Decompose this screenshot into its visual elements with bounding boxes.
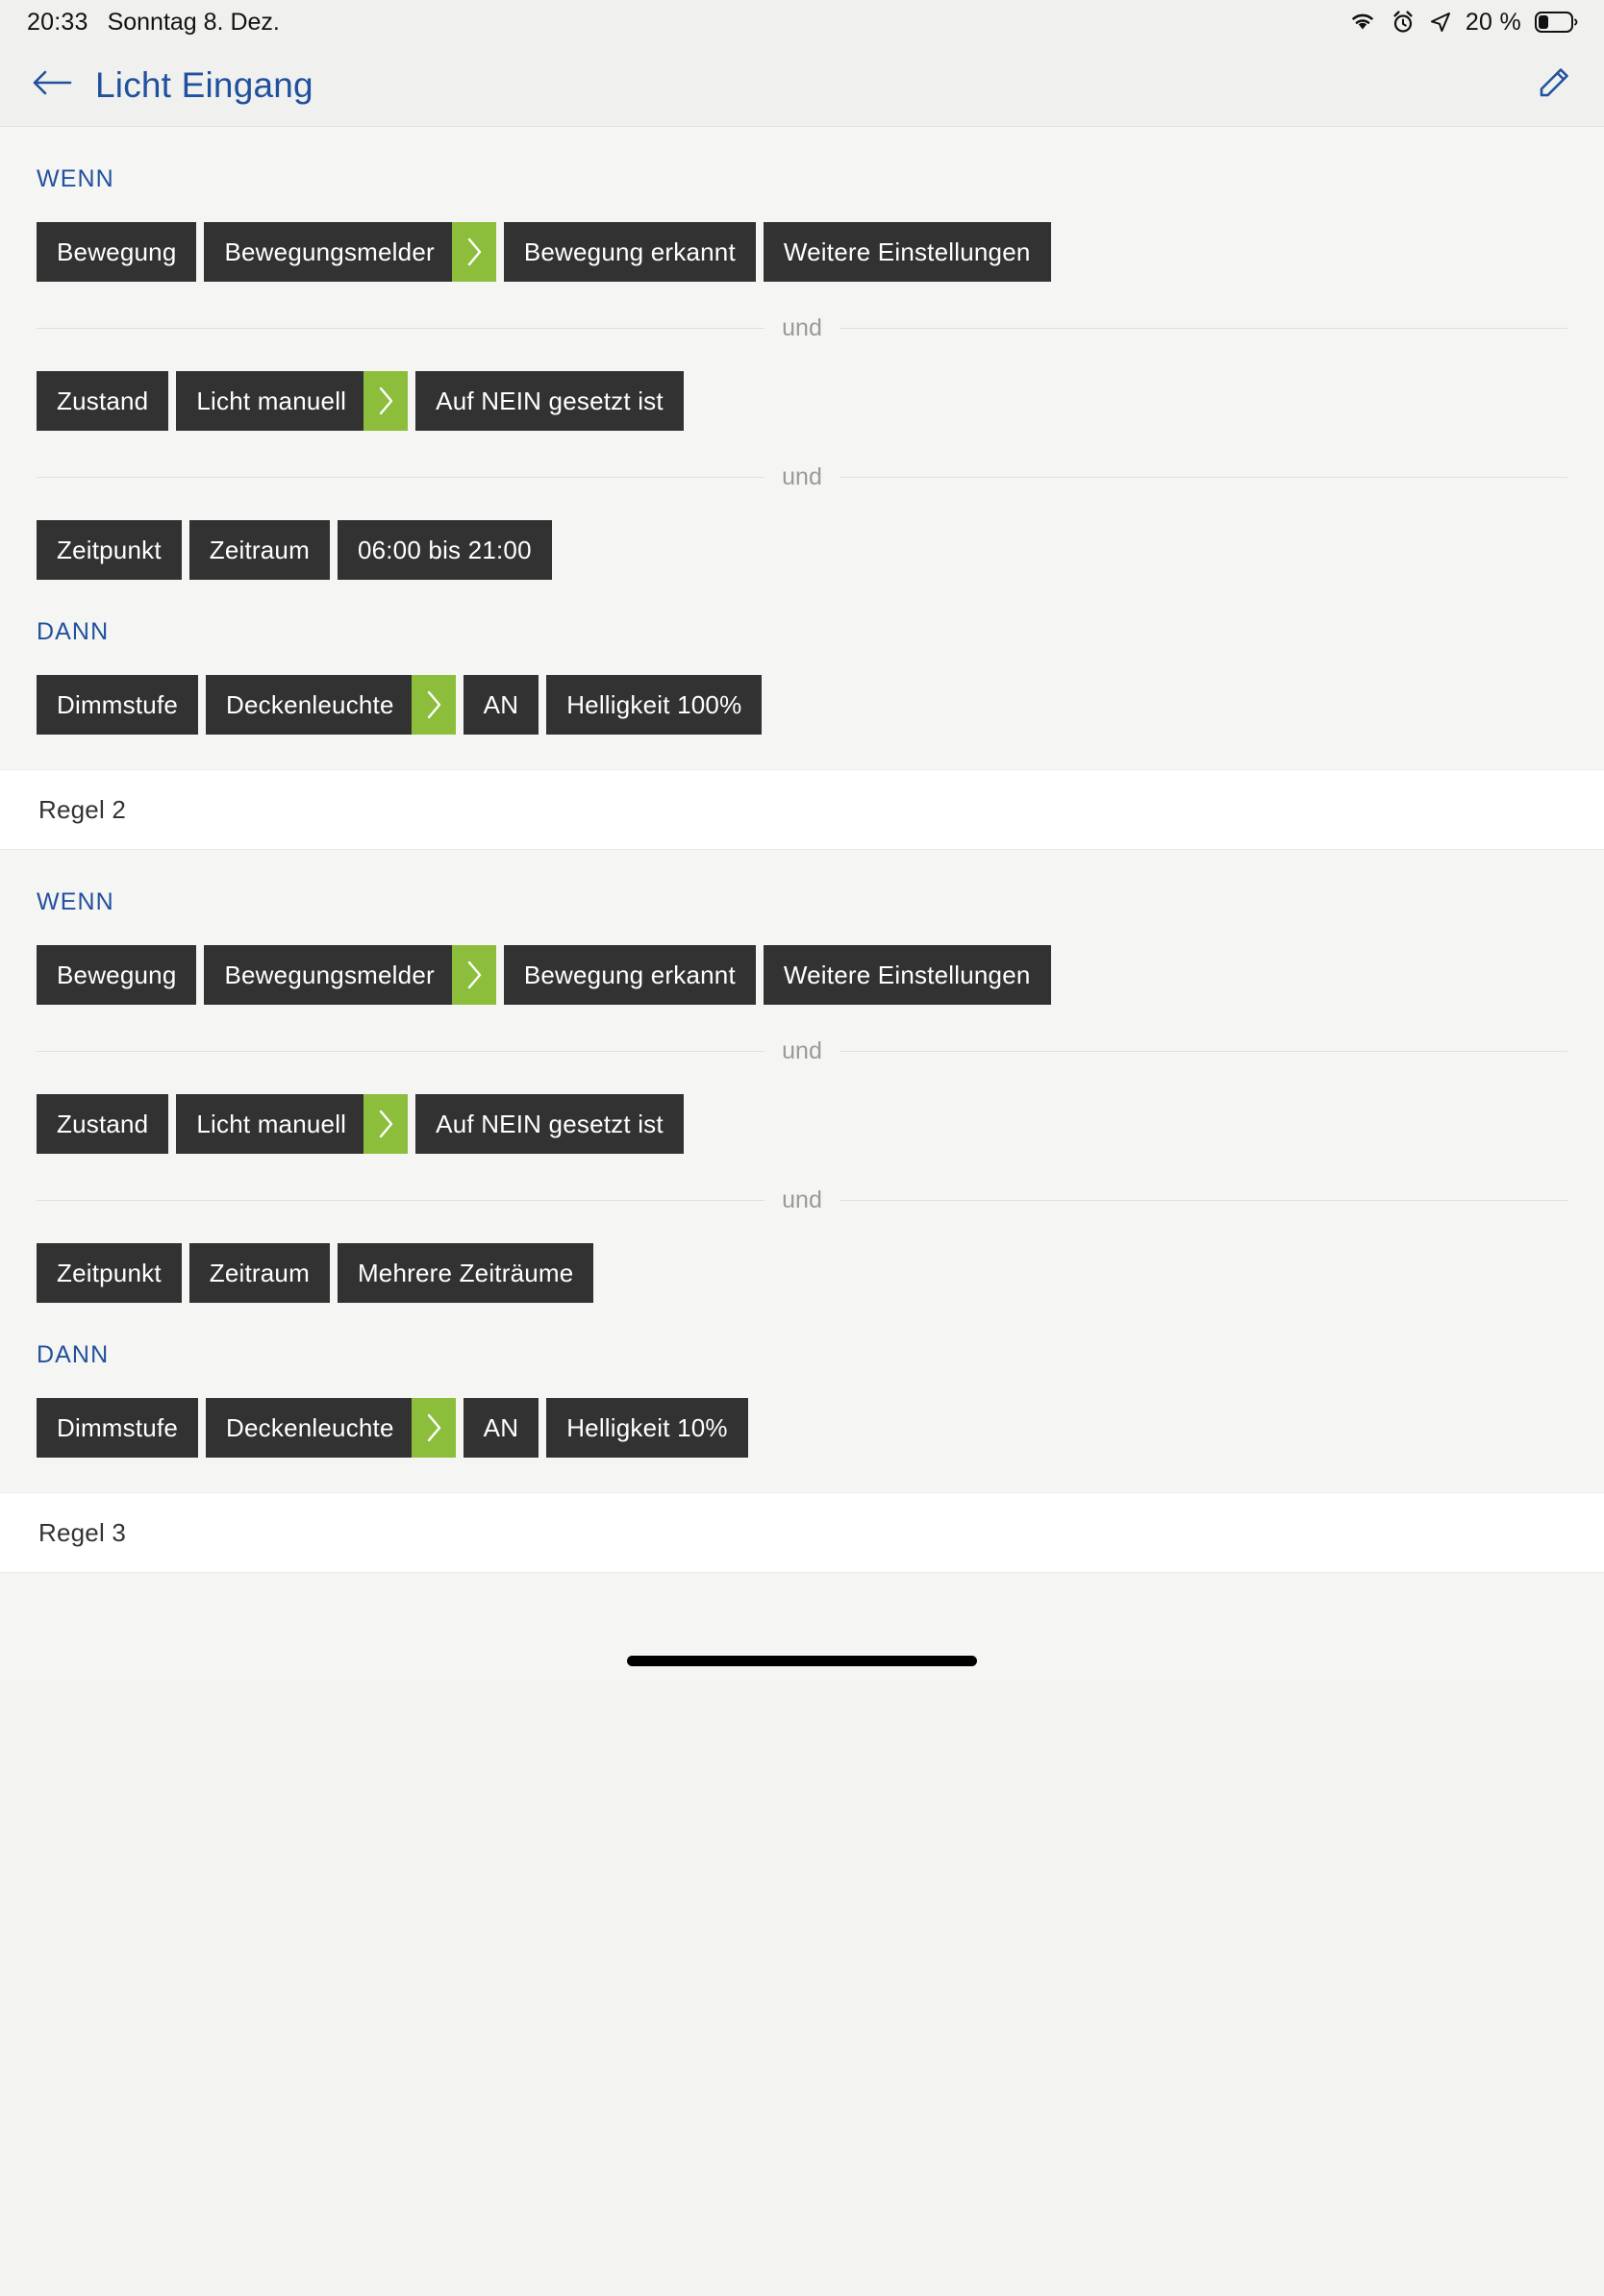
separator-line-left <box>37 1051 765 1052</box>
chip-trigger-state[interactable]: Bewegung erkannt <box>503 945 756 1005</box>
chip-action-device-name[interactable]: Deckenleuchte <box>206 1398 412 1458</box>
rule1-when-label: WENN <box>37 165 114 192</box>
rule2-action-row-1: Dimmstufe Deckenleuchte AN Helligkeit 10… <box>0 1369 1604 1458</box>
location-arrow-icon <box>1429 11 1452 34</box>
status-bar-right: 20 % <box>1348 9 1579 37</box>
chip-group-device[interactable]: Bewegungsmelder <box>204 222 496 282</box>
rule-divider-label: Regel 2 <box>38 794 127 824</box>
chip-trigger-type[interactable]: Bewegung <box>37 945 197 1005</box>
chip-state-condition[interactable]: Auf NEIN gesetzt ist <box>415 1094 684 1154</box>
status-bar-left: 20:33 Sonntag 8. Dez. <box>27 9 280 37</box>
separator-line-left <box>37 1200 765 1201</box>
chip-action-device-name[interactable]: Deckenleuchte <box>206 675 412 735</box>
chip-device-name[interactable]: Bewegungsmelder <box>204 222 452 282</box>
rule1-condition-row-2: Zustand Licht manuell Auf NEIN gesetzt i… <box>0 342 1604 431</box>
rule1-condition-row-1: Bewegung Bewegungsmelder Bewegung erkann… <box>0 193 1604 282</box>
chip-device-name[interactable]: Bewegungsmelder <box>204 945 452 1005</box>
wifi-icon <box>1348 12 1377 33</box>
status-date: Sonntag 8. Dez. <box>107 8 280 36</box>
chip-time-range[interactable]: 06:00 bis 21:00 <box>337 520 552 580</box>
chevron-right-icon[interactable] <box>411 1398 456 1458</box>
chip-time-type[interactable]: Zeitpunkt <box>37 1243 182 1303</box>
rule1-action-row-1: Dimmstufe Deckenleuchte AN Helligkeit 10… <box>0 646 1604 735</box>
and-label: und <box>782 314 822 341</box>
chip-state-variable-name[interactable]: Licht manuell <box>176 371 364 431</box>
chevron-right-icon[interactable] <box>411 675 456 735</box>
back-button[interactable] <box>29 62 75 109</box>
page-title: Licht Eingang <box>95 64 313 105</box>
chip-time-range[interactable]: Mehrere Zeiträume <box>337 1243 594 1303</box>
chip-group-state-variable[interactable]: Licht manuell <box>176 1094 409 1154</box>
rule-divider-regel-2[interactable]: Regel 2 <box>0 769 1604 850</box>
chevron-right-icon[interactable] <box>363 371 409 431</box>
rule1-and-separator-1: und <box>0 282 1604 342</box>
chip-action-brightness[interactable]: Helligkeit 100% <box>546 675 763 735</box>
chevron-right-icon[interactable] <box>451 222 496 282</box>
status-bar: 20:33 Sonntag 8. Dez. 20 % <box>0 0 1604 44</box>
rule2-when-label: WENN <box>37 888 114 915</box>
chip-group-state-variable[interactable]: Licht manuell <box>176 371 409 431</box>
separator-line-right <box>839 1051 1567 1052</box>
chip-condition-type[interactable]: Zustand <box>37 371 169 431</box>
nav-bar: Licht Eingang <box>0 44 1604 127</box>
chip-time-type[interactable]: Zeitpunkt <box>37 520 182 580</box>
home-indicator[interactable] <box>627 1656 977 1666</box>
bottom-area <box>0 1573 1604 1685</box>
chip-group-action-device[interactable]: Deckenleuchte <box>206 675 456 735</box>
arrow-left-icon <box>32 68 72 102</box>
battery-icon <box>1535 11 1579 34</box>
rule2-condition-row-3: Zeitpunkt Zeitraum Mehrere Zeiträume <box>0 1214 1604 1303</box>
chip-trigger-type[interactable]: Bewegung <box>37 222 197 282</box>
chip-state-variable-name[interactable]: Licht manuell <box>176 1094 364 1154</box>
rule2-condition-row-1: Bewegung Bewegungsmelder Bewegung erkann… <box>0 916 1604 1005</box>
chip-action-state[interactable]: AN <box>463 1398 539 1458</box>
chip-action-type[interactable]: Dimmstufe <box>37 1398 199 1458</box>
separator-line-left <box>37 477 765 478</box>
rule1-then-label: DANN <box>37 618 110 645</box>
chip-action-state[interactable]: AN <box>463 675 539 735</box>
rule-divider-label: Regel 3 <box>38 1517 127 1547</box>
chip-group-device[interactable]: Bewegungsmelder <box>204 945 496 1005</box>
rule1-and-separator-2: und <box>0 431 1604 491</box>
chip-time-mode[interactable]: Zeitraum <box>188 520 330 580</box>
battery-percent-label: 20 % <box>1465 8 1521 36</box>
rule-block-2: WENN Bewegung Bewegungsmelder Bewegung e… <box>0 850 1604 1492</box>
separator-line-right <box>839 1200 1567 1201</box>
separator-line-left <box>37 328 765 329</box>
separator-line-right <box>839 477 1567 478</box>
rule2-condition-row-2: Zustand Licht manuell Auf NEIN gesetzt i… <box>0 1065 1604 1154</box>
chip-state-condition[interactable]: Auf NEIN gesetzt ist <box>415 371 684 431</box>
chip-condition-type[interactable]: Zustand <box>37 1094 169 1154</box>
chip-more-settings[interactable]: Weitere Einstellungen <box>763 945 1051 1005</box>
rule2-and-separator-2: und <box>0 1154 1604 1214</box>
and-label: und <box>782 463 822 490</box>
and-label: und <box>782 1037 822 1064</box>
alarm-clock-icon <box>1391 10 1416 35</box>
chip-action-type[interactable]: Dimmstufe <box>37 675 199 735</box>
rule-divider-regel-3[interactable]: Regel 3 <box>0 1492 1604 1573</box>
rule-block-1: WENN Bewegung Bewegungsmelder Bewegung e… <box>0 127 1604 769</box>
edit-button[interactable] <box>1529 61 1579 111</box>
chip-time-mode[interactable]: Zeitraum <box>188 1243 330 1303</box>
chevron-right-icon[interactable] <box>451 945 496 1005</box>
chip-action-brightness[interactable]: Helligkeit 10% <box>546 1398 748 1458</box>
separator-line-right <box>839 328 1567 329</box>
rule2-then-label: DANN <box>37 1341 110 1368</box>
pencil-icon <box>1533 62 1575 109</box>
rule1-condition-row-3: Zeitpunkt Zeitraum 06:00 bis 21:00 <box>0 491 1604 580</box>
chip-trigger-state[interactable]: Bewegung erkannt <box>503 222 756 282</box>
status-time: 20:33 <box>27 8 88 36</box>
chip-more-settings[interactable]: Weitere Einstellungen <box>763 222 1051 282</box>
chevron-right-icon[interactable] <box>363 1094 409 1154</box>
rule2-and-separator-1: und <box>0 1005 1604 1065</box>
chip-group-action-device[interactable]: Deckenleuchte <box>206 1398 456 1458</box>
and-label: und <box>782 1186 822 1213</box>
